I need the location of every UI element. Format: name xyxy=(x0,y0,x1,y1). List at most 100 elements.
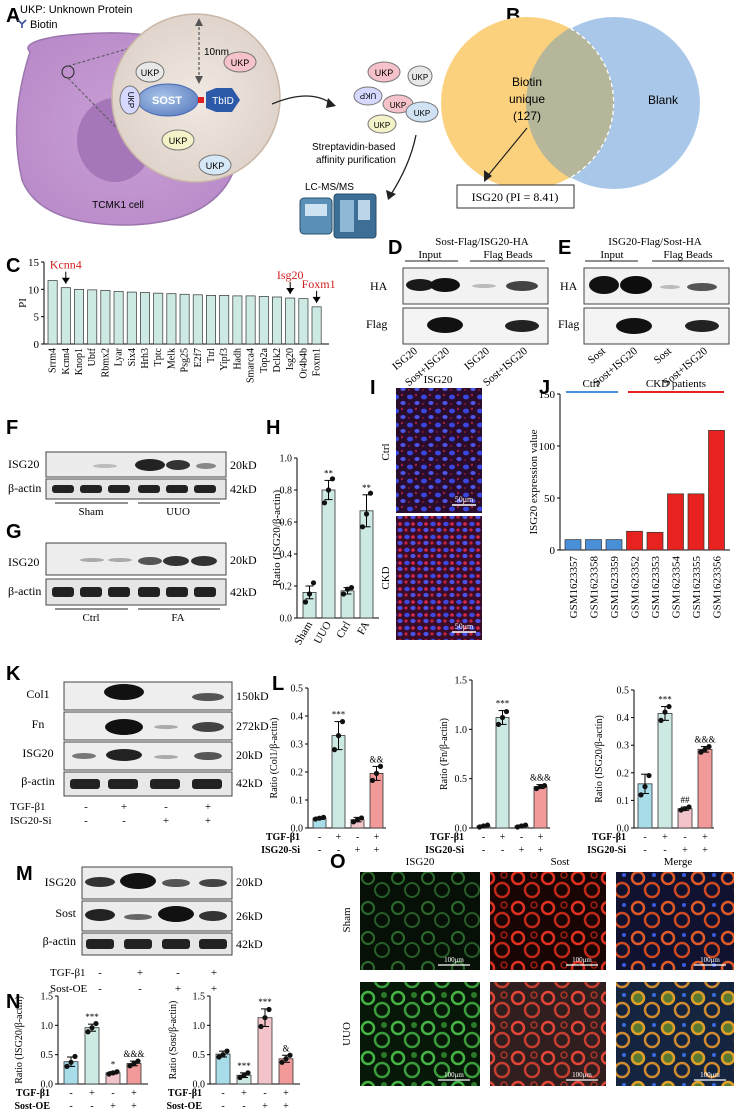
treatment-sign: + xyxy=(205,815,211,827)
biotin-unique-line1: Biotin xyxy=(512,75,542,89)
svg-text:100μm: 100μm xyxy=(444,1071,464,1079)
treatment-sign: - xyxy=(482,845,485,856)
y-tick-label: 0.5 xyxy=(455,774,468,785)
data-point xyxy=(321,500,328,506)
significance-mark: *** xyxy=(237,1061,251,1071)
panel-m: M ISG20 Sost β-actin 20kD 26kD 42kD TGF-… xyxy=(16,863,263,995)
isg20-si-ratio-chart: 0.0 0.1 0.2 0.3 0.4 0.5 Ratio (ISG20/β-actin) *… xyxy=(587,686,715,857)
treatment-sign: + xyxy=(336,832,342,843)
bar xyxy=(564,539,582,551)
svg-text:UKP: UKP xyxy=(374,121,390,130)
treatment-sign: + xyxy=(500,832,506,843)
intersection-area xyxy=(526,28,614,178)
x-tick-label: Smarca4 xyxy=(246,348,257,383)
treatment-sign: + xyxy=(131,1088,137,1099)
treatment-label: TGF-β1 xyxy=(168,1088,202,1099)
row-label: β-actin xyxy=(8,481,41,495)
data-point xyxy=(85,1029,91,1035)
x-tick-label: Ubtf xyxy=(87,347,98,366)
treatment-sign: - xyxy=(221,1101,224,1112)
panel-i: I ISG20 Ctrl CKD 50μm 50μm xyxy=(370,374,482,640)
data-point xyxy=(373,770,380,777)
y-tick-label: 5 xyxy=(34,312,40,324)
data-point xyxy=(541,782,548,789)
data-point xyxy=(93,1020,99,1027)
blank-label: Blank xyxy=(648,93,679,107)
y-axis-label: Ratio (Sost/β-actin) xyxy=(168,1001,179,1080)
row-label-ha: HA xyxy=(560,279,578,293)
group-label: UUO xyxy=(166,506,190,518)
svg-text:UKP: UKP xyxy=(126,92,135,108)
significance-mark: *** xyxy=(658,695,672,705)
blot-title: Sost-Flag/ISG20-HA xyxy=(435,236,529,248)
treatment-sign: - xyxy=(263,1088,266,1099)
svg-text:UKP: UKP xyxy=(360,91,376,100)
svg-text:UKP: UKP xyxy=(231,58,250,68)
panel-letter: E xyxy=(558,237,571,259)
y-axis-label: PI xyxy=(17,298,29,308)
data-point xyxy=(241,1072,247,1078)
kd-label: 26kD xyxy=(236,909,263,923)
y-tick-label: 0.0 xyxy=(193,1080,206,1091)
sost-oe-ratio-chart: 0.0 0.5 1.0 1.5 Ratio (Sost/β-actin) *** *** & T… xyxy=(166,992,300,1112)
panel-letter: D xyxy=(388,237,402,259)
row-label-flag: Flag xyxy=(558,317,579,331)
x-tick-label: GSM1623357 xyxy=(568,556,580,619)
significance-mark: &&& xyxy=(123,1049,144,1059)
scale-label: 50μm xyxy=(455,622,474,631)
data-point xyxy=(68,1059,74,1065)
x-tick-label: Tptc xyxy=(153,347,164,366)
result-box xyxy=(456,184,575,209)
row-label: β-actin xyxy=(43,934,76,948)
bands-isg20 xyxy=(93,459,216,471)
y-axis-label: Ratio (ISG20/β-actin) xyxy=(594,715,605,803)
treatment-sign: + xyxy=(283,1101,289,1112)
bar xyxy=(179,293,190,345)
x-tick-label: Rbmx2 xyxy=(100,348,111,377)
bar xyxy=(87,289,98,345)
x-tick-label: GSM1623356 xyxy=(712,556,724,619)
bands-actin xyxy=(52,587,216,597)
data-point xyxy=(359,524,366,530)
treatment-sign: + xyxy=(374,832,380,843)
data-point xyxy=(331,747,338,753)
treatment-label: TGF-β1 xyxy=(16,1088,50,1099)
data-point xyxy=(216,1054,222,1060)
significance-mark: &&& xyxy=(694,735,715,745)
bar xyxy=(697,748,713,829)
panel-letter: K xyxy=(6,663,21,685)
data-point xyxy=(306,591,313,597)
bar xyxy=(298,298,309,345)
panel-k: K Col1 Fn ISG20 β-actin 150kD 272kD 20kD… xyxy=(6,663,269,827)
treatment-label: ISG20-Si xyxy=(261,845,300,856)
data-point xyxy=(638,792,644,798)
significance-mark: ## xyxy=(681,795,691,805)
data-point xyxy=(283,1056,289,1062)
intersection-edge xyxy=(570,27,615,179)
y-tick-label: 0 xyxy=(34,339,40,351)
treatment-sign: - xyxy=(501,845,504,856)
data-point xyxy=(537,783,544,790)
arrow-head xyxy=(286,288,295,295)
data-point xyxy=(114,1069,120,1075)
bar xyxy=(321,489,336,619)
data-point xyxy=(363,511,370,517)
y-tick-label: 0.3 xyxy=(291,740,304,751)
x-tick-label: Srrm4 xyxy=(48,348,59,373)
data-point xyxy=(72,1053,78,1060)
biotin-icon xyxy=(17,19,27,28)
x-tick-label: GSM1623354 xyxy=(671,556,683,619)
treatment-sign: + xyxy=(355,845,361,856)
isg20-expression-chart: 0 50 100 150 ISG20 expression value GSM162335… xyxy=(528,378,730,618)
tbid-enzyme xyxy=(206,88,240,112)
data-point xyxy=(316,815,323,821)
data-point xyxy=(499,714,506,721)
x-tick-label: Isg20 xyxy=(285,348,296,370)
bar xyxy=(84,1027,100,1085)
purification-label-2: affinity purification xyxy=(316,155,396,166)
blot-actin xyxy=(45,478,227,500)
bar xyxy=(219,294,230,345)
